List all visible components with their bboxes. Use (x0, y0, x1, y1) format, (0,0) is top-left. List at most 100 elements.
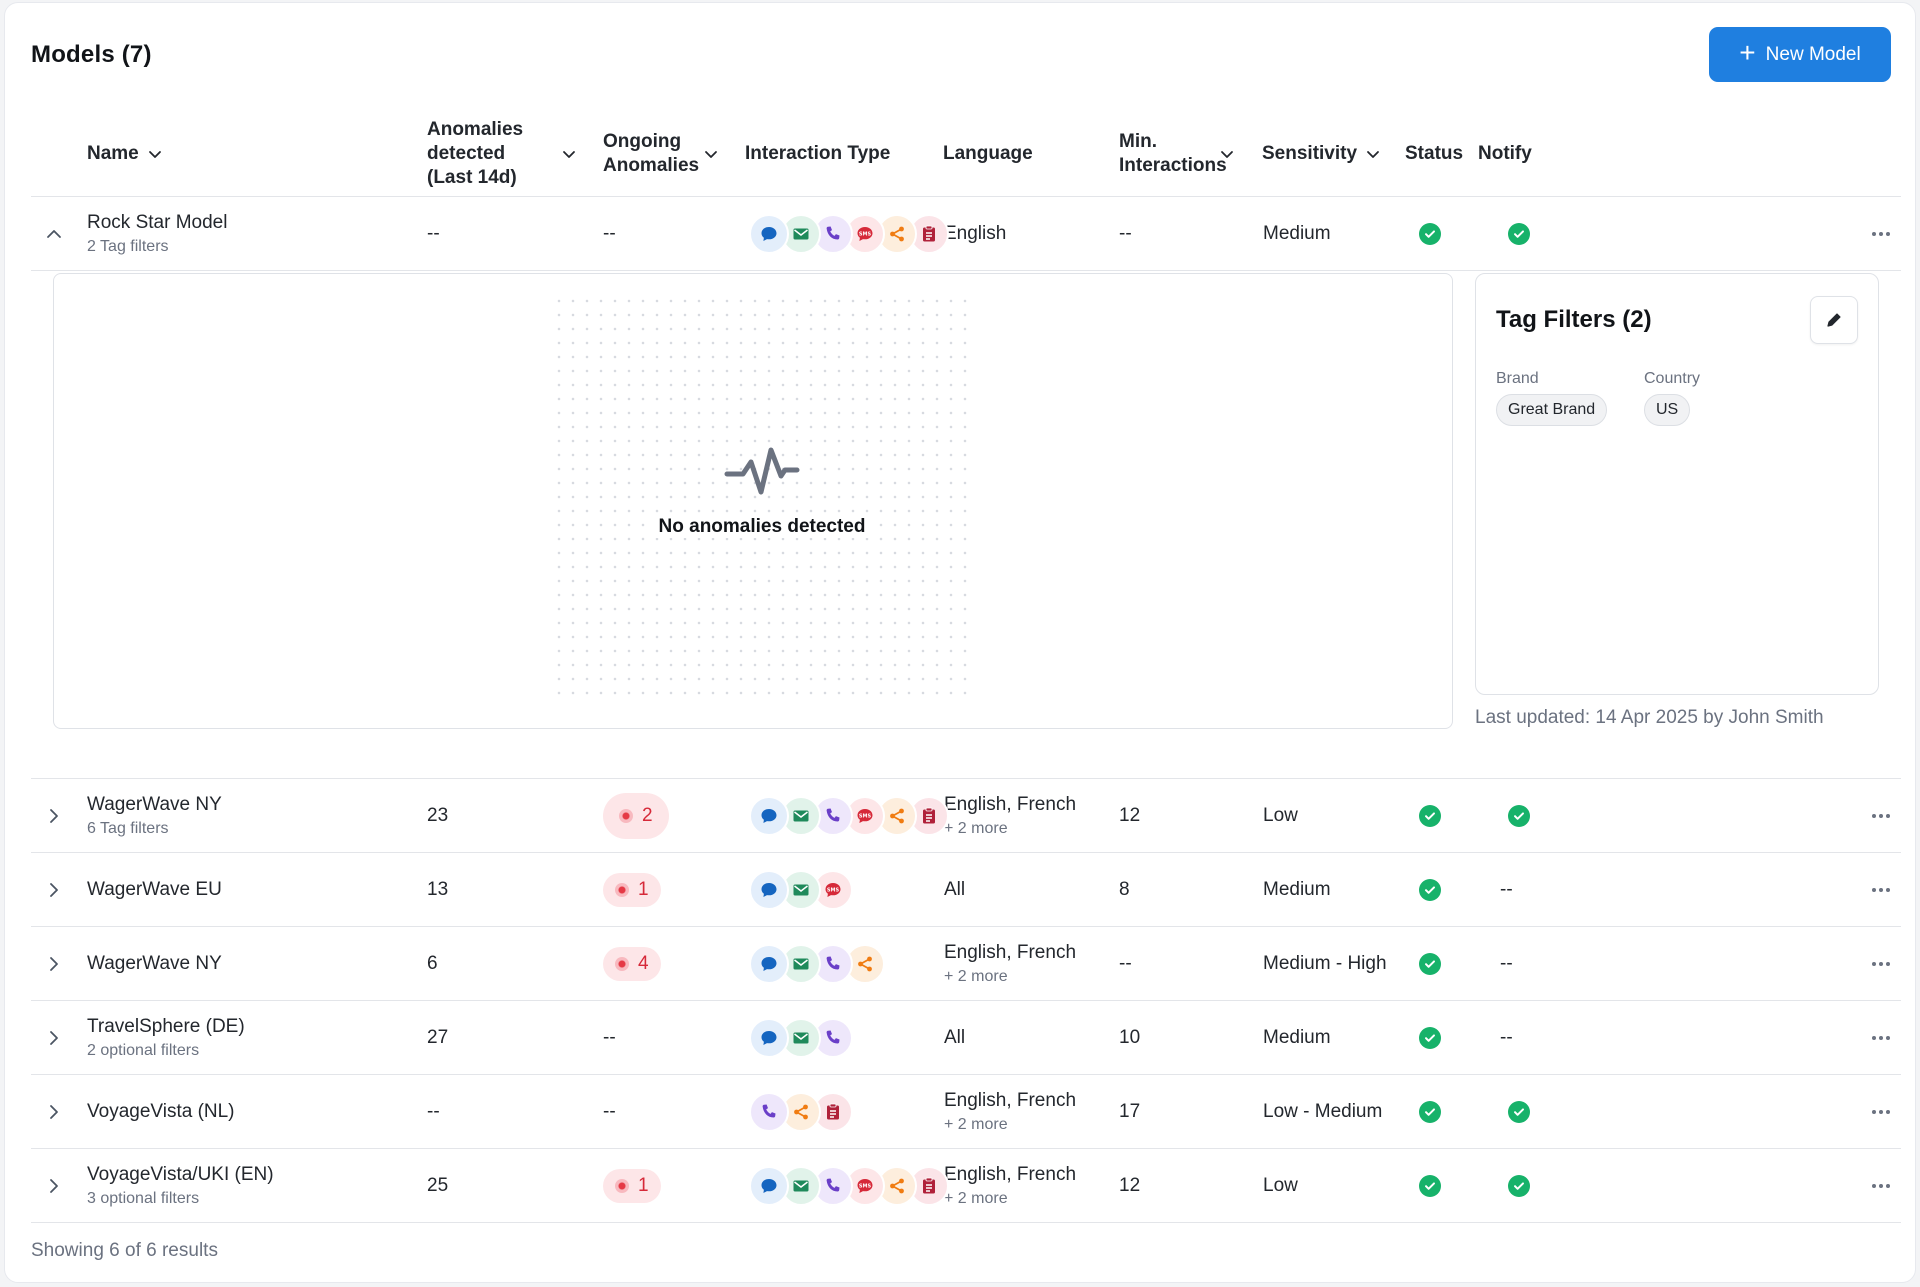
tag-filters-title: Tag Filters (2) (1496, 306, 1652, 333)
column-header-status: Status (1405, 143, 1464, 164)
tag-group-country: Country US (1644, 370, 1700, 426)
more-options-icon[interactable] (1869, 1175, 1893, 1197)
ongoing-cell: 1 (603, 1149, 661, 1223)
ongoing-anomalies-badge[interactable]: 2 (603, 793, 669, 839)
phone-icon (749, 1092, 789, 1132)
table-row-2[interactable]: WagerWave EU 13 1 SMS All 8 Medium -- (31, 853, 1901, 927)
status-cell (1419, 1075, 1441, 1149)
anomalies-cell: 23 (427, 805, 449, 826)
edit-tag-filters-button[interactable] (1810, 296, 1858, 344)
language-cell: English, French + 2 more (944, 1075, 1076, 1149)
language-more[interactable]: + 2 more (944, 968, 1008, 985)
ongoing-cell: 1 (603, 853, 661, 927)
model-name: TravelSphere (DE) (87, 1016, 245, 1037)
check-circle-icon (1419, 223, 1441, 245)
chat-icon (749, 1166, 789, 1206)
tag-chip: US (1644, 394, 1691, 426)
check-circle-icon (1508, 805, 1530, 827)
interaction-type-cell: SMS (749, 1149, 949, 1223)
share-icon (781, 1092, 821, 1132)
language-value: English (944, 223, 1007, 244)
model-name: VoyageVista/UKI (EN) (87, 1164, 274, 1185)
tag-label: Country (1644, 370, 1701, 387)
table-row-4[interactable]: TravelSphere (DE) 2 optional filters 27 … (31, 1001, 1901, 1075)
model-name: Rock Star Model (87, 212, 228, 233)
anomalies-cell: 13 (427, 879, 449, 900)
table-row-expanded[interactable]: Rock Star Model 2 Tag filters -- -- SMS … (31, 197, 1901, 271)
more-options-icon[interactable] (1869, 223, 1893, 245)
chat-icon (749, 796, 789, 836)
language-more[interactable]: + 2 more (944, 1116, 1008, 1133)
language-cell: English, French + 2 more (944, 1149, 1076, 1223)
language-cell: All (944, 1001, 965, 1075)
model-name-cell: WagerWave NY (87, 927, 222, 1001)
model-name: WagerWave NY (87, 953, 222, 974)
plus-icon: + (1739, 37, 1756, 68)
chevron-down-icon (1367, 151, 1379, 158)
language-value: All (944, 879, 966, 900)
ongoing-anomalies-badge[interactable]: 1 (603, 873, 661, 907)
min-interactions-cell: -- (1119, 953, 1132, 974)
chevron-right-icon[interactable] (43, 953, 65, 975)
check-circle-icon (1419, 805, 1441, 827)
column-header-sensitivity[interactable]: Sensitivity (1262, 111, 1381, 197)
model-filters: 2 Tag filters (87, 238, 169, 255)
column-header-ongoing[interactable]: Ongoing Anomalies (603, 111, 733, 197)
table-row-6[interactable]: VoyageVista/UKI (EN) 3 optional filters … (31, 1149, 1901, 1223)
alert-pulse-icon (615, 1179, 629, 1193)
table-row-3[interactable]: WagerWave NY 6 4 English, French + 2 mor… (31, 927, 1901, 1001)
sensitivity-cell: Medium (1263, 879, 1331, 900)
tag-chip: Great Brand (1496, 394, 1608, 426)
models-table: Name Anomalies detected (Last 14d) Ongoi… (31, 111, 1901, 1223)
alert-pulse-icon (615, 883, 629, 897)
column-header-anomalies[interactable]: Anomalies detected (Last 14d) (427, 111, 587, 197)
notify-cell (1508, 197, 1530, 271)
min-interactions-cell: 8 (1119, 879, 1130, 900)
more-options-icon[interactable] (1869, 1101, 1893, 1123)
language-cell: English, French + 2 more (944, 779, 1076, 853)
check-circle-icon (1419, 953, 1441, 975)
anomalies-cell: 27 (427, 1027, 449, 1048)
ongoing-anomalies-badge[interactable]: 4 (603, 947, 661, 981)
chevron-right-icon[interactable] (43, 805, 65, 827)
min-interactions-cell: 12 (1119, 1175, 1141, 1196)
sensitivity-cell: Low (1263, 805, 1298, 826)
language-value: All (944, 1027, 966, 1048)
ongoing-anomalies-badge[interactable]: 1 (603, 1169, 661, 1203)
sensitivity-cell: Low - Medium (1263, 1101, 1383, 1122)
share-icon (877, 1166, 917, 1206)
model-name: WagerWave EU (87, 879, 222, 900)
chevron-right-icon[interactable] (43, 1027, 65, 1049)
chat-icon (749, 214, 789, 254)
table-row-5[interactable]: VoyageVista (NL) -- -- English, French +… (31, 1075, 1901, 1149)
language-more[interactable]: + 2 more (944, 820, 1008, 837)
more-options-icon[interactable] (1869, 953, 1893, 975)
new-model-button[interactable]: + New Model (1709, 27, 1891, 82)
interaction-type-cell: SMS (749, 853, 853, 927)
model-filters: 6 Tag filters (87, 820, 169, 837)
min-interactions-cell: 10 (1119, 1027, 1141, 1048)
table-header: Name Anomalies detected (Last 14d) Ongoi… (31, 111, 1901, 197)
chevron-right-icon[interactable] (43, 1175, 65, 1197)
language-cell: All (944, 853, 965, 927)
column-header-min-interactions[interactable]: Min. Interactions (1119, 111, 1249, 197)
language-value: English, French (944, 1090, 1077, 1111)
more-options-icon[interactable] (1869, 1027, 1893, 1049)
status-cell (1419, 197, 1441, 271)
notify-cell (1508, 1149, 1530, 1223)
language-more[interactable]: + 2 more (944, 1190, 1008, 1207)
more-options-icon[interactable] (1869, 805, 1893, 827)
chevron-up-icon[interactable] (43, 223, 65, 245)
interaction-type-cell (749, 1001, 853, 1075)
more-options-icon[interactable] (1869, 879, 1893, 901)
chevron-right-icon[interactable] (43, 1101, 65, 1123)
table-row-1[interactable]: WagerWave NY 6 Tag filters 23 2 SMS Engl… (31, 779, 1901, 853)
page-title: Models (7) (31, 41, 152, 68)
activity-pulse-icon (724, 447, 800, 495)
chevron-down-icon (1221, 151, 1233, 158)
chevron-right-icon[interactable] (43, 879, 65, 901)
ongoing-cell: 4 (603, 927, 661, 1001)
model-name-cell: VoyageVista (NL) (87, 1075, 235, 1149)
column-header-name[interactable]: Name (87, 111, 163, 197)
ongoing-cell: -- (603, 223, 616, 244)
